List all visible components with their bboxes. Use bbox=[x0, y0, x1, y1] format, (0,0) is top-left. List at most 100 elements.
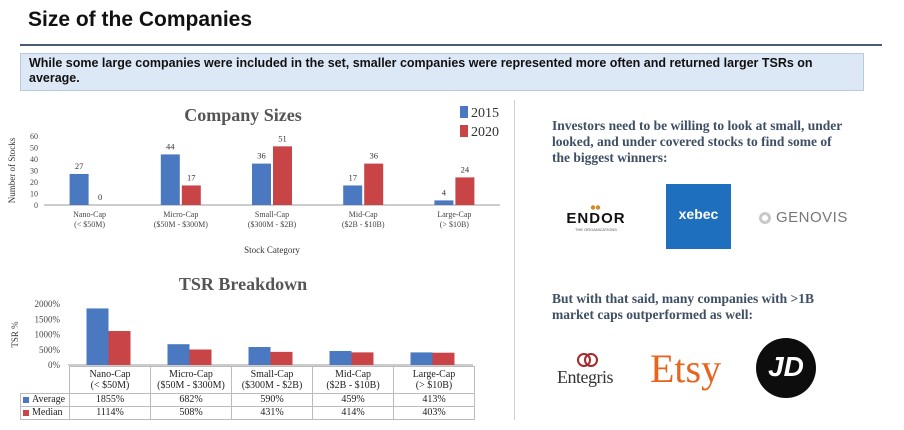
data-label: 44 bbox=[166, 141, 175, 151]
column-header-line: (> $10B) bbox=[415, 380, 453, 391]
table-row-average: Average 1855% 682% 590% 459% 413% bbox=[20, 393, 475, 407]
x-axis-label: Stock Category bbox=[244, 245, 300, 255]
legend-swatch-2020 bbox=[460, 125, 468, 137]
column-header-line: Micro-Cap bbox=[169, 369, 213, 380]
data-label: 27 bbox=[75, 161, 84, 171]
column-header-line: Mid-Cap bbox=[334, 369, 372, 380]
data-label: 24 bbox=[461, 164, 470, 174]
table-row-label: Average bbox=[20, 393, 70, 407]
x-tick-label: Small-Cap bbox=[255, 210, 289, 219]
table-cell: 431% bbox=[231, 406, 313, 420]
table-row-median: Median 1114% 508% 431% 414% 403% bbox=[20, 406, 475, 420]
chart-title: Company Sizes bbox=[184, 105, 302, 125]
etsy-wordmark: Etsy bbox=[650, 346, 722, 391]
xebec-wordmark: xebec bbox=[678, 206, 719, 222]
title-underline bbox=[20, 44, 882, 46]
bar-2020-2 bbox=[273, 146, 292, 205]
table-column-header: Micro-Cap ($50M - $300M) bbox=[150, 366, 232, 394]
column-header-line: ($300M - $2B) bbox=[241, 380, 303, 391]
table-column-header: Small-Cap ($300M - $2B) bbox=[231, 366, 313, 394]
bar-2015-4 bbox=[434, 200, 454, 205]
large-caps-blurb: But with that said, many companies with … bbox=[552, 291, 814, 322]
small-stocks-blurb: Investors need to be willing to look at … bbox=[552, 118, 843, 165]
table-cell: 414% bbox=[312, 406, 394, 420]
table-cell: 590% bbox=[231, 393, 313, 407]
svg-text:THE ORGANIZATIONS: THE ORGANIZATIONS bbox=[575, 227, 617, 232]
y-tick-label: 2000% bbox=[35, 299, 61, 309]
average-swatch bbox=[23, 396, 29, 403]
x-tick-label: Mid-Cap bbox=[349, 210, 378, 219]
bar-Median-1 bbox=[189, 349, 212, 365]
company-sizes-chart: Company Sizes 0 10 20 30 40 50 60 Number of Stoc… bbox=[7, 105, 500, 255]
table-cell: 413% bbox=[393, 393, 475, 407]
y-tick-label: 10 bbox=[30, 190, 38, 199]
data-label: 36 bbox=[257, 151, 266, 161]
x-tick-label: ($50M - $300M) bbox=[154, 220, 209, 229]
y-tick-label: 30 bbox=[30, 167, 38, 176]
table-column-header: Large-Cap (> $10B) bbox=[393, 366, 475, 394]
y-tick-label: 0% bbox=[48, 360, 61, 368]
column-divider bbox=[514, 100, 515, 420]
table-cell: 1114% bbox=[69, 406, 151, 420]
x-tick-label: Micro-Cap bbox=[163, 210, 198, 219]
y-axis-label: TSR % bbox=[10, 321, 20, 348]
x-tick-label: (> $10B) bbox=[440, 220, 470, 229]
bar-Average-0 bbox=[86, 308, 109, 365]
bar-Median-0 bbox=[108, 331, 131, 365]
endor-logo: ENDOR THE ORGANIZATIONS bbox=[555, 205, 637, 238]
column-header-line: (< $50M) bbox=[90, 380, 130, 391]
endor-wordmark: ENDOR bbox=[566, 210, 625, 227]
xebec-logo: xebec bbox=[666, 184, 731, 249]
table-column-header: Mid-Cap ($2B - $10B) bbox=[312, 366, 394, 394]
y-tick-label: 500% bbox=[39, 345, 61, 355]
bar-Median-3 bbox=[351, 352, 374, 365]
genovis-mark-icon bbox=[759, 212, 771, 224]
column-header-line: Large-Cap bbox=[412, 369, 456, 380]
entegris-logo: Entegris bbox=[555, 352, 633, 392]
column-header-line: Nano-Cap bbox=[89, 369, 131, 380]
bar-Median-4 bbox=[432, 352, 455, 365]
table-cell: 459% bbox=[312, 393, 394, 407]
summary-banner: While some large companies were included… bbox=[20, 53, 864, 91]
endor-mark-icon: ENDOR THE ORGANIZATIONS bbox=[566, 205, 625, 232]
bar-Average-4 bbox=[410, 352, 433, 365]
tsr-data-table: Nano-Cap (< $50M) Micro-Cap ($50M - $300M) S… bbox=[20, 366, 475, 420]
y-tick-label: 50 bbox=[30, 144, 38, 153]
data-label: 4 bbox=[442, 187, 447, 197]
legend-label-2015: 2015 bbox=[471, 106, 499, 121]
column-header-line: ($2B - $10B) bbox=[326, 380, 380, 391]
bar-2015-3 bbox=[343, 185, 363, 205]
data-label: 17 bbox=[187, 172, 196, 182]
entegris-mark-icon bbox=[577, 353, 598, 367]
y-tick-label: 40 bbox=[30, 155, 38, 164]
etsy-logo: Etsy bbox=[650, 345, 750, 395]
table-corner bbox=[21, 367, 70, 394]
table-cell: 403% bbox=[393, 406, 475, 420]
y-axis-label: Number of Stocks bbox=[7, 137, 17, 203]
x-tick-label: ($300M - $2B) bbox=[248, 220, 297, 229]
bar-2015-2 bbox=[252, 163, 271, 205]
y-tick-label: 1500% bbox=[35, 314, 61, 324]
column-header-line: Small-Cap bbox=[250, 369, 294, 380]
entegris-wordmark: Entegris bbox=[557, 367, 614, 387]
y-tick-label: 0 bbox=[34, 201, 38, 210]
bar-2020-1 bbox=[181, 185, 201, 205]
bar-Average-3 bbox=[329, 351, 352, 365]
bar-Average-1 bbox=[167, 344, 190, 365]
table-row-label: Median bbox=[20, 406, 70, 420]
y-tick-label: 60 bbox=[30, 132, 38, 141]
table-cell: 1855% bbox=[69, 393, 151, 407]
page-title: Size of the Companies bbox=[28, 8, 253, 31]
chart-title: TSR Breakdown bbox=[179, 274, 307, 294]
y-tick-label: 20 bbox=[30, 178, 38, 187]
genovis-wordmark: GENOVIS bbox=[776, 209, 848, 226]
jd-wordmark: JD bbox=[768, 351, 804, 382]
tsr-breakdown-chart: TSR Breakdown 0% 500% 1000% 1500% 2000% TSR % bbox=[10, 274, 473, 368]
data-label: 36 bbox=[369, 151, 378, 161]
bar-2020-3 bbox=[364, 163, 384, 205]
bar-Median-2 bbox=[270, 351, 293, 365]
jd-logo: JD bbox=[756, 338, 816, 398]
table-cell: 682% bbox=[150, 393, 232, 407]
table-column-header: Nano-Cap (< $50M) bbox=[69, 366, 151, 394]
data-label: 51 bbox=[278, 133, 287, 143]
